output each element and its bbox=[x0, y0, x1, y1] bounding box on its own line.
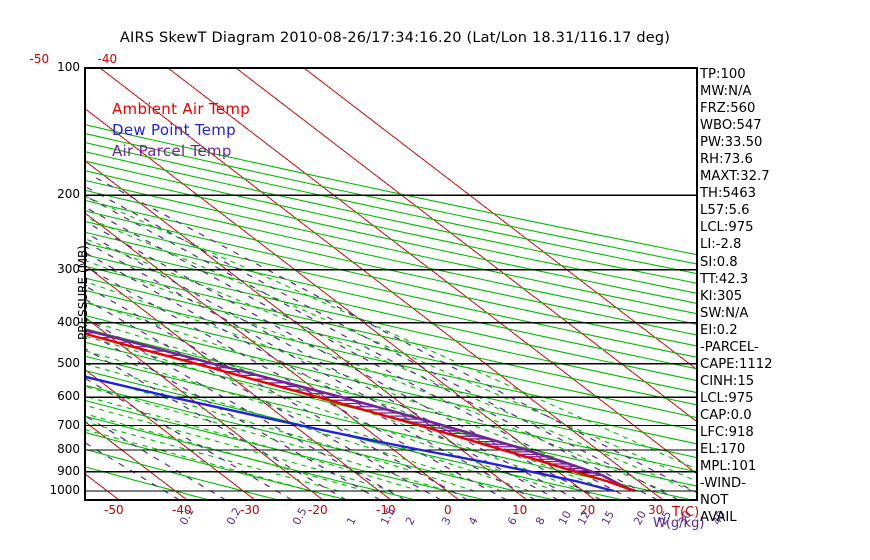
pressure-axis-label: PRESSURE (MB) bbox=[76, 245, 90, 340]
pressure-tick-900: 900 bbox=[57, 463, 80, 478]
pressure-tick-800: 800 bbox=[57, 442, 80, 457]
index-el: EL:170 bbox=[700, 442, 746, 458]
pressure-tick-700: 700 bbox=[57, 417, 80, 432]
top-temp-tick--40: -40 bbox=[97, 52, 118, 66]
mixing-ratio-axis-name: W(g/kg) bbox=[653, 516, 705, 531]
index-not: NOT bbox=[700, 493, 729, 509]
index-lfc: LFC:918 bbox=[700, 424, 754, 440]
index-si: SI:0.8 bbox=[700, 254, 738, 270]
index-ei: EI:0.2 bbox=[700, 322, 738, 338]
bottom-temp-tick-20: 20 bbox=[580, 503, 596, 517]
index-tp: TP:100 bbox=[700, 67, 746, 82]
index-avail: AVAIL bbox=[700, 510, 737, 526]
pressure-tick-1000: 1000 bbox=[49, 483, 80, 498]
index-lcl: LCL:975 bbox=[700, 220, 754, 236]
index-tt: TT:42.3 bbox=[700, 271, 749, 287]
bottom-temp-tick--30: -30 bbox=[240, 503, 260, 517]
index-wbo: WBO:547 bbox=[700, 118, 762, 134]
index-th: TH:5463 bbox=[700, 186, 756, 202]
pressure-tick-500: 500 bbox=[57, 355, 80, 370]
index-l57: L57:5.6 bbox=[700, 203, 750, 219]
bottom-temp-tick-30: 30 bbox=[648, 503, 664, 517]
index-cape: CAPE:1112 bbox=[700, 356, 773, 372]
bottom-temp-tick--50: -50 bbox=[104, 503, 124, 517]
temperature-axis-name: T(C) bbox=[672, 505, 700, 520]
pressure-tick-600: 600 bbox=[57, 389, 80, 404]
top-temp-tick--50: -50 bbox=[29, 52, 50, 66]
index-lcl2: LCL:975 bbox=[700, 390, 754, 406]
bottom-temp-tick--20: -20 bbox=[308, 503, 328, 517]
index-sw: SW:N/A bbox=[700, 305, 749, 321]
index-mpl: MPL:101 bbox=[700, 459, 757, 475]
index-rh: RH:73.6 bbox=[700, 152, 753, 168]
sounding-indices-panel: TP:100 MW:N/A FRZ:560 WBO:547 PW:33.50 RH:73.… bbox=[700, 66, 865, 526]
index-frz: FRZ:560 bbox=[700, 101, 756, 117]
pressure-tick-400: 400 bbox=[57, 314, 80, 329]
index-li: LI:-2.8 bbox=[700, 237, 742, 253]
index-wind-hdr: -WIND- bbox=[700, 476, 746, 492]
bottom-temp-tick-0: 0 bbox=[444, 503, 452, 517]
index-cinh: CINH:15 bbox=[700, 373, 755, 389]
legend-dew-point-temp: Dew Point Temp bbox=[112, 121, 237, 139]
page-title: AIRS SkewT Diagram 2010-08-26/17:34:16.2… bbox=[119, 30, 671, 46]
legend-air-parcel-temp: Air Parcel Temp bbox=[112, 142, 232, 160]
index-mw: MW:N/A bbox=[700, 84, 752, 100]
index-maxt: MAXT:32.7 bbox=[700, 169, 770, 185]
pressure-tick-300: 300 bbox=[57, 261, 80, 276]
index-pw: PW:33.50 bbox=[700, 135, 763, 151]
index-parcel-hdr: -PARCEL- bbox=[700, 339, 759, 355]
index-cap: CAP:0.0 bbox=[700, 407, 752, 423]
bottom-temp-tick-10: 10 bbox=[512, 503, 528, 517]
pressure-tick-200: 200 bbox=[57, 187, 80, 202]
pressure-tick-100: 100 bbox=[57, 60, 80, 74]
legend-ambient-air-temp: Ambient Air Temp bbox=[112, 100, 251, 118]
bottom-temp-tick--40: -40 bbox=[172, 503, 192, 517]
bottom-temp-tick--10: -10 bbox=[376, 503, 396, 517]
index-ki: KI:305 bbox=[700, 288, 743, 304]
